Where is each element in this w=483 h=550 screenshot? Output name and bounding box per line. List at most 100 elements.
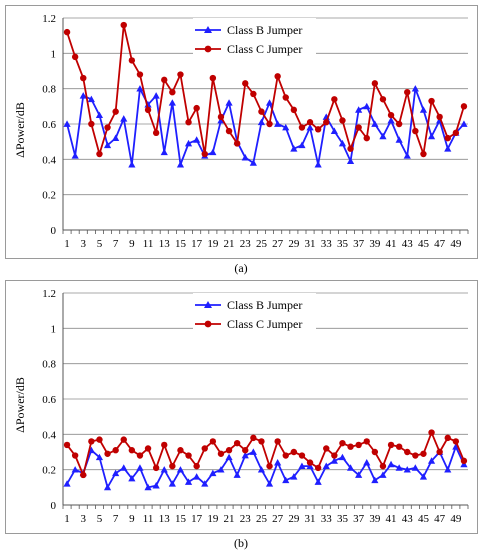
chart-a-point-class-b [249,159,257,166]
chart-b-xtick-label: 3 [81,513,87,525]
chart-a-point-class-c [290,106,298,114]
chart-b-point-class-c [177,447,184,454]
chart-b-point-class-b [346,464,355,471]
chart-a-xtick-label: 7 [113,238,119,250]
chart-b-point-class-c [169,462,176,470]
chart-a-xtick-label: 41 [386,238,397,250]
chart-a-xtick-label: 49 [450,238,462,250]
chart-b-ytick-label: 0.4 [42,429,56,441]
chart-a-point-class-c [209,74,217,82]
chart-a-point-class-c [355,124,362,131]
chart-a-ytick-label: 0.8 [42,84,56,96]
chart-a-point-class-c [274,73,281,80]
chart-b-point-class-c [233,439,241,447]
chart-a-point-class-c [242,80,249,87]
chart-a-point-class-b [257,118,266,126]
chart-b-point-class-b [233,471,241,478]
chart-a-ytick-label: 0.6 [42,119,56,131]
chart-a-point-class-c [112,108,119,115]
chart-a-ytick-label: 0.4 [42,154,56,166]
chart-b-point-class-c [152,464,160,472]
chart-a-xtick-label: 25 [256,238,268,250]
chart-a-point-class-c [444,134,451,142]
chart-b-xtick-label: 7 [113,513,119,525]
chart-b-xtick-label: 25 [256,513,268,525]
chart-a-legend-circle-icon [204,45,212,53]
chart-a-xtick-label: 9 [129,238,135,250]
chart-a-point-class-c [452,129,460,137]
chart-b-point-class-c [193,462,200,470]
chart-a-point-class-b [306,123,314,131]
chart-b-point-class-c [428,429,435,436]
chart-a-point-class-c [217,113,225,121]
chart-a-point-class-b [411,85,419,92]
chart-a-point-class-c [412,127,419,135]
chart-a-point-class-b [346,157,355,164]
chart-a-point-class-c [460,103,468,110]
chart-b-point-class-c [71,452,79,459]
chart-b-point-class-c [290,448,298,456]
chart-b-point-class-c [444,434,451,442]
chart-b-point-class-c [144,445,152,452]
chart-a-ytick-label: 0 [51,225,57,237]
chart-a-point-class-c [258,108,265,115]
chart-a-point-class-c [323,119,330,126]
chart-b-point-class-b [95,453,104,461]
chart-a-point-class-b [265,99,274,106]
chart-b-point-class-c [136,452,144,459]
chart-a-point-class-b [379,132,387,140]
chart-b-point-class-c [379,462,387,470]
chart-a-xtick-label: 33 [321,238,333,250]
chart-b-xtick-label: 31 [305,513,316,525]
chart-b-point-class-c [347,443,354,450]
chart-b-xtick-label: 33 [321,513,333,525]
chart-a-point-class-b [403,152,411,159]
chart-a-point-class-c [379,96,387,103]
chart-b-ytick-label: 0.6 [42,394,56,406]
chart-a-point-class-b [128,161,136,168]
chart-a-point-class-c [185,119,192,126]
chart-a-point-class-c [371,80,379,87]
chart-a-point-class-c [331,96,338,103]
chart-b-point-class-b [265,480,274,487]
chart-a-point-class-c [404,89,411,96]
chart-a-point-class-c [161,76,168,84]
chart-b-point-class-c [225,447,233,454]
chart-b-xtick-label: 9 [129,513,135,525]
chart-b-point-class-b [282,476,290,484]
chart-b-xtick-label: 5 [97,513,103,525]
chart-a-xtick-label: 13 [159,238,171,250]
chart-b-ytick-label: 1 [51,323,57,335]
chart-a-point-class-c [282,94,289,101]
chart-a-point-class-c [339,117,346,124]
chart-b-point-class-b [152,481,160,489]
chart-a-xtick-label: 39 [369,238,381,250]
chart-b-xtick-label: 21 [224,513,235,525]
chart-b-point-class-c [88,438,95,445]
chart-b-point-class-b [355,471,363,478]
chart-a-point-class-b [225,99,233,106]
chart-b-xtick-label: 49 [450,513,462,525]
chart-a-point-class-c [136,71,144,78]
chart-a-point-class-c [201,150,208,158]
chart-a-point-class-b [274,120,282,127]
chart-b-point-class-c [363,438,370,445]
chart-a-point-class-b [387,116,395,124]
chart-b-point-class-b [128,474,136,482]
chart-b-point-class-b [103,483,112,491]
chart-b-point-class-c [339,439,346,447]
chart-a-point-class-b [87,95,95,103]
chart-a-point-class-b [355,106,363,113]
chart-b-xtick-label: 11 [143,513,154,525]
chart-a-point-class-c [177,71,184,78]
chart-a-ytick-label: 0.2 [42,190,56,202]
chart-b-point-class-b [395,464,403,471]
chart-a-ytick-label: 1 [51,48,57,60]
chart-a-xtick-label: 11 [143,238,154,250]
chart-b-xtick-label: 27 [272,513,284,525]
chart-a-point-class-b [103,141,112,149]
chart-a-point-class-c [250,90,257,98]
chart-a-point-class-b [71,152,79,159]
chart-a-xtick-label: 29 [288,238,300,250]
chart-a-point-class-b [152,92,160,99]
